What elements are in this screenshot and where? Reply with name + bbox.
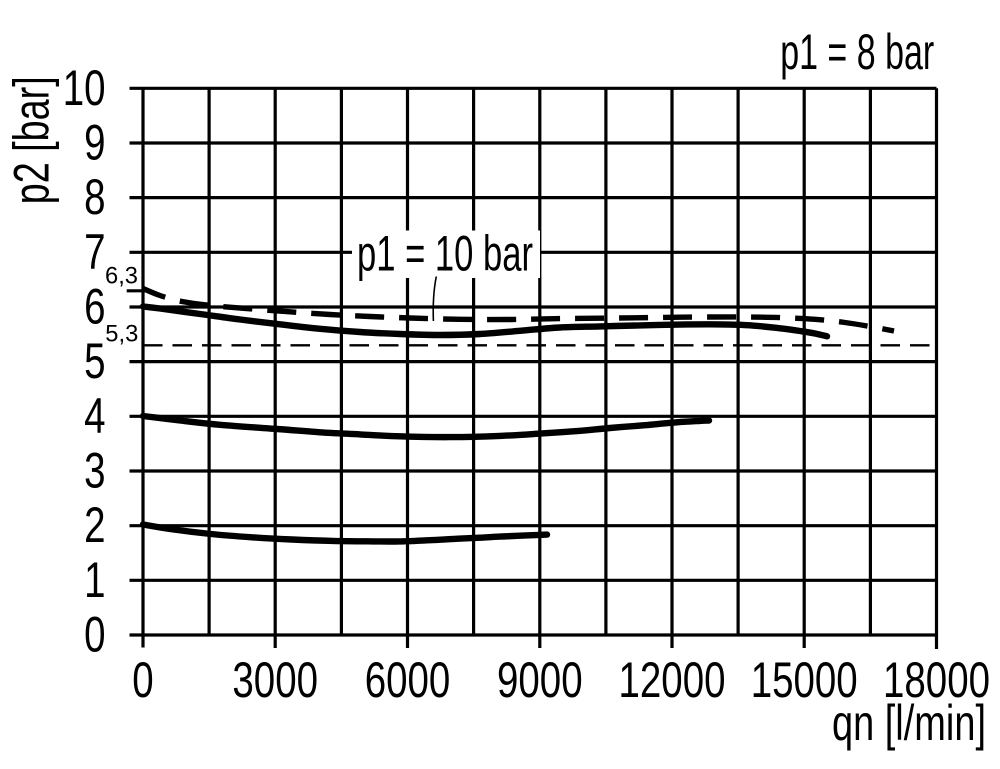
svg-text:1: 1 (84, 551, 105, 608)
svg-text:15000: 15000 (751, 651, 858, 708)
svg-text:p1 = 10 bar: p1 = 10 bar (357, 224, 533, 281)
svg-text:9: 9 (84, 114, 105, 171)
svg-text:9000: 9000 (497, 651, 583, 708)
svg-text:2: 2 (84, 496, 105, 553)
svg-text:0: 0 (132, 651, 153, 708)
svg-text:5,3: 5,3 (105, 320, 138, 347)
svg-text:3: 3 (84, 442, 105, 499)
svg-text:12000: 12000 (619, 651, 726, 708)
svg-text:4: 4 (84, 387, 105, 444)
svg-text:8: 8 (84, 168, 105, 225)
svg-text:qn [l/min]: qn [l/min] (832, 694, 986, 751)
svg-text:7: 7 (84, 223, 105, 280)
svg-text:3000: 3000 (232, 651, 318, 708)
svg-text:6: 6 (84, 278, 105, 335)
svg-text:p1 = 8 bar: p1 = 8 bar (780, 23, 934, 80)
svg-text:6,3: 6,3 (105, 262, 138, 289)
svg-text:5: 5 (84, 332, 105, 389)
svg-text:10: 10 (63, 59, 106, 116)
svg-text:p2 [bar]: p2 [bar] (3, 76, 60, 204)
svg-text:6000: 6000 (365, 651, 451, 708)
svg-text:18000: 18000 (883, 651, 990, 708)
svg-text:0: 0 (84, 606, 105, 663)
